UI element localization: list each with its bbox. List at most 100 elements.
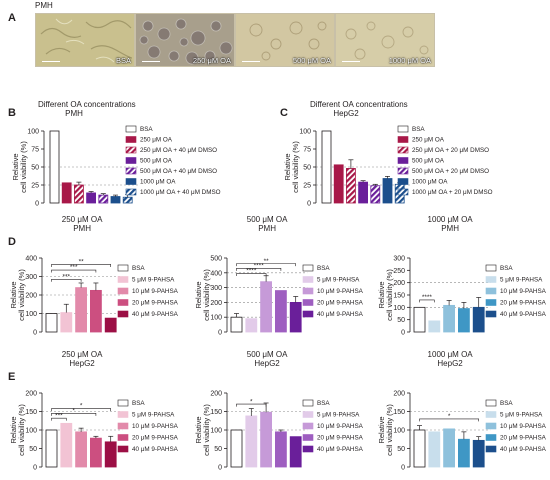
- y-axis-label: Relative: [194, 416, 203, 443]
- y-tick-label: 75: [303, 147, 311, 154]
- bar-1: [45, 429, 58, 468]
- legend-swatch: [485, 264, 497, 272]
- legend-swatch: [117, 434, 129, 441]
- legend-swatch: [485, 434, 497, 441]
- bar-6: [382, 178, 393, 204]
- chart-title: Different OA concentrations: [38, 100, 136, 109]
- legend-swatch: [302, 287, 314, 295]
- y-tick-label: 100: [210, 428, 222, 435]
- legend-label: 20 μM 9-PAHSA: [317, 300, 364, 307]
- legend-swatch: [397, 167, 409, 175]
- panel-a-cell-type: PMH: [35, 1, 53, 10]
- significance-label: *: [72, 408, 75, 415]
- legend-swatch: [302, 411, 314, 418]
- y-tick-label: 250: [393, 268, 405, 275]
- y-tick-label: 150: [25, 409, 37, 416]
- micrograph-1000-oa: 1000 μM OA: [335, 13, 435, 67]
- micrograph-bg: [136, 14, 234, 66]
- legend-swatch: [397, 125, 409, 133]
- y-tick-label: 0: [218, 330, 222, 337]
- bar-1: [49, 130, 60, 204]
- legend-label: 40 μM 9-PAHSA: [132, 311, 179, 318]
- significance-bracket: [236, 268, 282, 271]
- bar-3: [443, 428, 455, 468]
- legend-label: BSA: [317, 265, 330, 272]
- legend-swatch: [117, 445, 129, 453]
- y-tick-label: 100: [299, 129, 311, 136]
- y-tick-label: 100: [25, 428, 37, 435]
- chart-title: 250 μM OA: [62, 215, 103, 224]
- bar-7: [122, 196, 133, 204]
- panel-letter: E: [8, 371, 15, 383]
- legend-swatch: [117, 310, 129, 318]
- legend-label: 250 μM OA: [140, 137, 173, 144]
- legend-label: 10 μM 9-PAHSA: [132, 288, 179, 295]
- bar-2: [60, 312, 73, 333]
- legend-swatch: [485, 422, 497, 430]
- bar-3: [75, 287, 87, 333]
- y-tick-label: 50: [397, 446, 405, 453]
- legend-swatch: [302, 422, 314, 430]
- y-tick-label: 400: [210, 270, 222, 277]
- legend-swatch: [302, 310, 314, 318]
- bar-4: [275, 290, 287, 333]
- legend-swatch: [117, 276, 129, 283]
- legend-label: 10 μM 9-PAHSA: [500, 423, 547, 430]
- bar-6: [110, 196, 121, 204]
- bar-2: [428, 431, 441, 468]
- significance-bracket: [51, 269, 97, 273]
- chart-subtitle: PMH: [73, 224, 91, 233]
- legend-label: BSA: [140, 126, 153, 133]
- bar-2: [245, 318, 258, 333]
- scale-bar: [242, 61, 260, 62]
- legend-swatch: [117, 411, 129, 418]
- legend-swatch: [117, 264, 129, 272]
- chart-subtitle: HepG2: [333, 109, 359, 118]
- chart-subtitle: PMH: [441, 224, 459, 233]
- y-tick-label: 0: [307, 201, 311, 208]
- bar-3: [75, 431, 87, 468]
- y-tick-label: 200: [25, 391, 37, 398]
- legend-label: 10 μM 9-PAHSA: [317, 423, 364, 430]
- micrograph-texture: [236, 14, 334, 66]
- y-tick-label: 300: [25, 274, 37, 281]
- legend-label: BSA: [132, 265, 145, 272]
- significance-label: **: [264, 258, 270, 265]
- bar-3: [260, 411, 272, 468]
- y-axis-label: cell viability (%): [202, 404, 211, 456]
- y-tick-label: 200: [393, 280, 405, 287]
- chart-subtitle: PMH: [258, 224, 276, 233]
- scale-bar: [42, 61, 60, 62]
- bar-2: [245, 415, 258, 468]
- significance-bracket: [51, 408, 111, 412]
- legend-swatch: [485, 445, 497, 453]
- legend-label: 250 μM OA + 40 μM DMSO: [140, 147, 217, 154]
- legend-label: BSA: [132, 400, 145, 407]
- legend-label: 10 μM 9-PAHSA: [132, 423, 179, 430]
- legend-label: 5 μM 9-PAHSA: [132, 412, 175, 419]
- micrograph-bg: [236, 14, 334, 66]
- bar-1: [413, 429, 426, 468]
- legend-swatch: [485, 310, 497, 318]
- legend-swatch: [302, 445, 314, 453]
- significance-label: **: [79, 259, 85, 266]
- significance-label: ****: [246, 268, 257, 275]
- legend-swatch: [397, 136, 409, 143]
- legend-swatch: [397, 188, 409, 196]
- chart-title: 500 μM OA: [247, 215, 288, 224]
- y-tick-label: 75: [31, 147, 39, 154]
- bar-3: [346, 168, 356, 204]
- y-tick-label: 200: [25, 293, 37, 300]
- significance-label: *: [80, 403, 83, 410]
- y-tick-label: 400: [25, 256, 37, 263]
- y-axis-label: Relative: [377, 281, 386, 308]
- y-tick-label: 0: [33, 330, 37, 337]
- bar-1: [45, 313, 58, 333]
- legend-label: 40 μM 9-PAHSA: [317, 311, 364, 318]
- legend-swatch: [485, 411, 497, 418]
- legend-label: 1000 μM OA + 20 μM DMSO: [412, 189, 493, 196]
- legend-label: 1000 μM OA: [140, 179, 176, 186]
